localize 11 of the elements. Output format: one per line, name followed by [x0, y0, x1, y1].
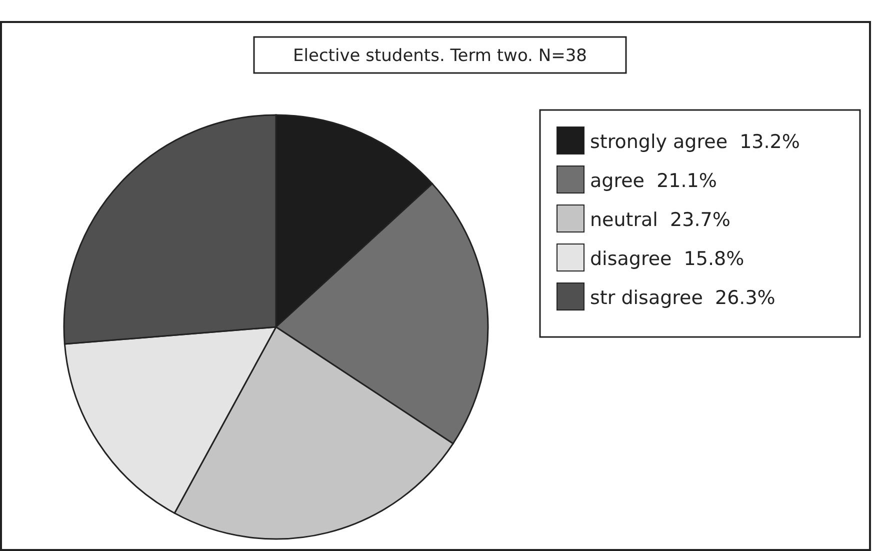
data-label: 23.7% [670, 209, 730, 231]
legend-label: str disagree [590, 287, 703, 309]
data-label: 13.2% [740, 131, 800, 153]
data-label: 26.3% [715, 287, 776, 309]
data-label: 21.1% [656, 170, 717, 192]
legend-label: agree [590, 170, 644, 192]
data-label: 15.8% [684, 248, 744, 270]
chart-title: Elective students. Term two. N=38 [293, 46, 587, 66]
legend-label: neutral [590, 209, 658, 231]
legend-label: disagree [590, 248, 672, 270]
legend-label: strongly agree [590, 131, 728, 153]
